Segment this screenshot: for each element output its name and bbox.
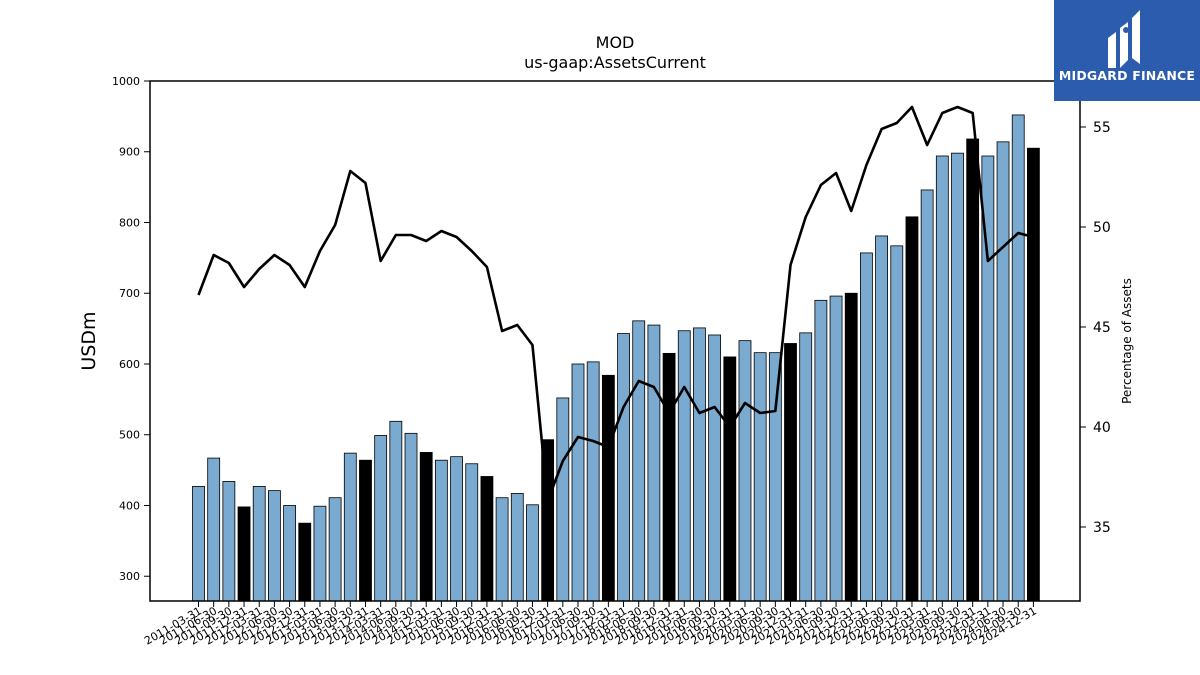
bar-2019-06-30 [693,327,706,602]
y2-axis-label: Percentage of Assets [1120,278,1134,404]
brand-logo: MIDGARD FINANCE [1054,0,1200,101]
bar-2012-03-31 [252,485,266,602]
percentage-line [197,105,1034,503]
bar-2020-06-30 [753,352,767,602]
bar-2019-12-31 [723,356,737,602]
y-tick-label: 500 [119,429,140,442]
bar-2022-03-31 [860,252,873,602]
bar-2023-03-31 [920,189,934,602]
bar-2022-06-30 [875,235,888,602]
y-tick-label: 400 [119,499,140,512]
bar-2015-06-30 [450,456,463,602]
bar-2015-09-30 [465,463,479,602]
y2-tick-label: 55 [1093,120,1111,136]
bar-2015-12-31 [480,476,494,602]
bar-2012-09-30 [283,505,296,602]
bar-2016-06-30 [510,493,524,602]
y2-tick-label: 50 [1093,220,1111,236]
bar-2014-03-31 [374,435,388,602]
bar-2022-12-31 [905,216,919,602]
bar-2016-03-31 [495,497,509,602]
y-tick-label: 700 [119,287,140,300]
bar-2017-09-30 [586,361,600,602]
bar-2012-12-31 [298,522,312,602]
y-axis-ticks: 300 400 500 600 700 800 900 1000 [112,75,150,583]
bar-2019-09-30 [708,334,722,602]
bar-2024-12-31 [1027,147,1040,602]
bar-2023-09-30 [951,152,964,602]
bar-2023-12-31 [966,138,980,602]
y-tick-label: 300 [119,570,140,583]
bar-2019-03-31 [677,330,691,602]
y2-tick-label: 40 [1093,420,1111,436]
chart-title: MOD [596,33,635,52]
bar-2021-06-30 [814,299,828,602]
bar-2015-03-31 [434,459,448,602]
bar-2011-06-30 [207,457,221,602]
bar-2018-03-31 [617,333,630,602]
bar-2014-06-30 [389,420,403,602]
bar-2017-12-31 [601,374,615,602]
bar-2017-06-30 [571,363,585,602]
y-tick-label: 600 [119,358,140,371]
bar-2013-03-31 [313,505,327,602]
bar-2018-06-30 [632,320,646,602]
x-axis-ticks: 2011-03-312011-06-302011-09-302011-12-31… [142,601,1039,648]
y2-tick-label: 35 [1093,520,1111,536]
y-tick-label: 900 [119,146,140,159]
y-tick-label: 800 [119,216,140,229]
bar-2021-09-30 [829,295,843,602]
y2-tick-label: 45 [1093,320,1111,336]
chart-subtitle: us-gaap:AssetsCurrent [524,53,706,72]
bar-2020-12-31 [784,343,797,602]
y-tick-label: 1000 [112,75,140,88]
bar-2024-09-30 [1011,114,1025,602]
bar-2021-03-31 [799,332,813,602]
bar-2013-06-30 [328,497,342,602]
y-axis-label: USDm [78,311,100,370]
y2-axis-ticks: 35 40 45 50 55 [1080,120,1111,536]
bar-2012-06-30 [267,490,281,602]
bar-2021-12-31 [844,292,858,602]
bar-2016-09-30 [526,504,539,602]
bar-2018-09-30 [647,324,661,602]
bar-2018-12-31 [662,352,676,602]
plot-frame [149,80,1081,602]
bar-2014-09-30 [404,432,418,602]
bar-2011-09-30 [222,481,236,602]
bar-series [192,114,1040,602]
bar-2017-03-31 [556,397,570,602]
bar-2011-12-31 [237,506,251,602]
line-series [197,105,1034,503]
bar-2011-03-31 [192,485,205,602]
brand-name: MIDGARD FINANCE [1058,68,1196,83]
bar-2013-09-30 [343,452,357,602]
midgard-logo-icon [1108,10,1140,68]
bar-2020-03-31 [738,340,752,602]
bar-2020-09-30 [768,352,782,602]
bar-2013-12-31 [359,459,372,602]
bar-2023-06-30 [935,155,949,602]
bar-2024-06-30 [996,141,1010,602]
bar-2022-09-30 [890,245,904,602]
bar-2014-12-31 [419,452,433,602]
